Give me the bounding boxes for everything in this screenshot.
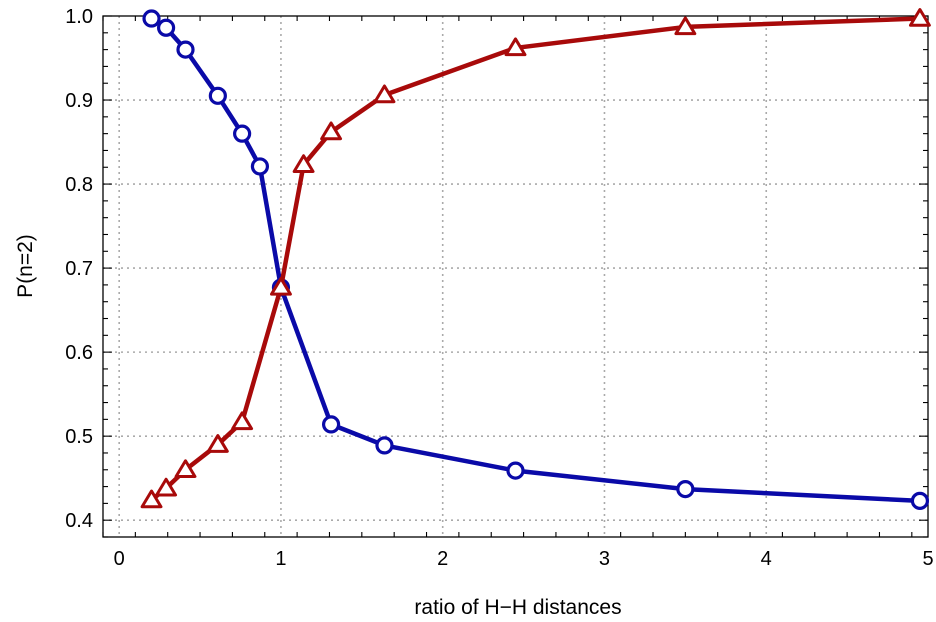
data-point-circle <box>321 415 341 434</box>
data-point-circle <box>910 491 930 510</box>
series-1 <box>142 9 930 510</box>
data-point-triangle <box>504 37 527 57</box>
data-point-triangle <box>908 8 931 27</box>
y-tick-label: 0.7 <box>65 258 93 280</box>
data-point-circle <box>375 436 394 455</box>
y-tick-label: 0.9 <box>65 90 93 112</box>
data-point-circle <box>176 40 195 59</box>
x-tick-label: 3 <box>599 548 610 570</box>
data-point-triangle <box>269 276 292 296</box>
series-2 <box>140 8 931 509</box>
data-point-triangle <box>206 434 229 453</box>
y-tick-label: 0.4 <box>65 510 93 532</box>
data-point-triangle <box>373 84 396 104</box>
plot-border <box>102 15 929 538</box>
y-axis-title: P(n=2) <box>14 234 37 298</box>
x-tick-label: 1 <box>275 548 286 570</box>
plot-frame <box>102 15 929 538</box>
x-tick-label: 0 <box>114 548 125 570</box>
data-point-circle <box>208 86 227 105</box>
data-point-triangle <box>292 154 315 173</box>
data-point-triangle <box>320 121 343 141</box>
series-line <box>150 16 920 502</box>
data-point-circle <box>506 461 525 480</box>
data-point-triangle <box>140 489 163 509</box>
data-point-circle <box>676 480 695 499</box>
y-tick-label: 0.5 <box>65 426 93 448</box>
data-point-circle <box>142 9 161 28</box>
series-line <box>150 16 921 504</box>
x-tick-label: 2 <box>437 548 448 570</box>
series-group <box>140 8 931 510</box>
data-point-triangle <box>674 16 697 36</box>
y-tick-label: 0.6 <box>65 342 93 364</box>
data-point-triangle <box>174 459 197 479</box>
x-tick-label: 5 <box>922 548 933 570</box>
x-tick-label: 4 <box>761 548 772 570</box>
data-point-triangle <box>231 411 254 431</box>
data-point-circle <box>250 157 270 176</box>
axis-ticks: 0 1 2 3 4 5 0.4 0.5 0.6 0.7 0.8 0.9 1.0 <box>65 6 933 570</box>
y-tick-label: 0.8 <box>65 174 93 196</box>
data-point-circle <box>156 18 176 37</box>
data-point-circle <box>233 124 252 143</box>
y-tick-label: 1.0 <box>65 6 93 28</box>
x-axis-title: ratio of H−H distances <box>414 596 621 619</box>
data-point-triangle <box>155 477 178 497</box>
